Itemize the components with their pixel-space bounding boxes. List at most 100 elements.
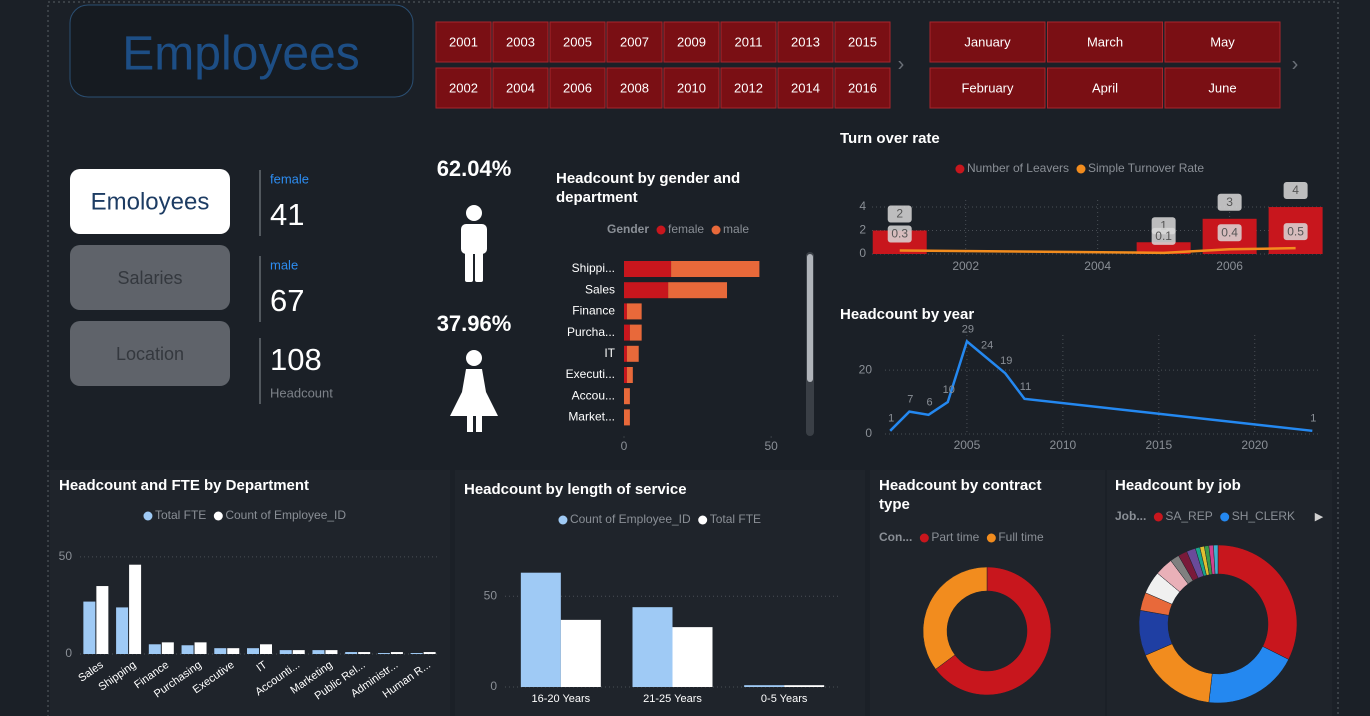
year-button[interactable] — [435, 21, 492, 63]
legend-marker — [698, 515, 708, 525]
legend-marker — [1220, 512, 1230, 522]
x-tick-label: 2002 — [952, 259, 979, 273]
kpi-value: 108 — [270, 342, 322, 377]
legend-label: male — [723, 222, 749, 236]
legend-label: Total FTE — [710, 512, 761, 526]
legend-label: Full time — [998, 530, 1044, 544]
year-button[interactable] — [435, 67, 492, 109]
legend-label: SA_REP — [1165, 509, 1212, 523]
legend-label: female — [668, 222, 704, 236]
month-label: January — [964, 34, 1011, 49]
year-button[interactable] — [663, 21, 720, 63]
month-button[interactable] — [929, 21, 1046, 63]
bar — [116, 607, 129, 654]
x-tick-label: 2004 — [1084, 259, 1111, 273]
bar — [83, 601, 96, 654]
chart-title: Headcount by year — [840, 306, 974, 323]
month-button[interactable] — [1164, 21, 1281, 63]
bar — [410, 653, 423, 654]
year-button[interactable] — [606, 21, 663, 63]
legend-label: Part time — [931, 530, 979, 544]
x-tick-label: 2006 — [1216, 259, 1243, 273]
legend-marker — [143, 511, 153, 521]
female-icon — [450, 350, 498, 432]
data-label-box — [1283, 182, 1308, 200]
next-arrow[interactable]: › — [898, 53, 905, 75]
x-tick-label: 2015 — [1145, 438, 1172, 452]
year-button[interactable] — [834, 21, 891, 63]
year-button[interactable] — [492, 21, 549, 63]
data-label: 3 — [1226, 195, 1233, 209]
month-label: February — [961, 80, 1014, 95]
bar — [292, 650, 305, 654]
year-button[interactable] — [777, 67, 834, 109]
year-button[interactable] — [549, 67, 606, 109]
legend-label: Simple Turnover Rate — [1088, 161, 1204, 175]
gender-share: 62.04% — [437, 156, 512, 181]
bar — [624, 261, 672, 277]
scrollbar-thumb[interactable] — [807, 254, 813, 382]
chart-title: Headcount by gender and department — [556, 170, 740, 206]
bar — [624, 345, 627, 362]
chart-title: Headcount and FTE by Department — [59, 477, 309, 494]
year-label: 2013 — [791, 34, 820, 49]
year-label: 2005 — [563, 34, 592, 49]
bar — [214, 648, 227, 654]
bar — [624, 282, 669, 299]
legend-marker — [919, 533, 929, 543]
nav-button[interactable] — [70, 169, 230, 234]
bar — [325, 650, 338, 654]
month-label: March — [1087, 34, 1123, 49]
nav-button[interactable] — [70, 245, 230, 310]
bar — [632, 607, 673, 687]
legend-marker — [656, 225, 666, 235]
y-tick-label: 50 — [484, 588, 498, 602]
nav-label: Location — [116, 344, 184, 364]
year-label: 2001 — [449, 34, 478, 49]
year-label: 2015 — [848, 34, 877, 49]
year-button[interactable] — [720, 67, 777, 109]
y-tick-label: Executi... — [566, 367, 615, 381]
y-tick-label: 50 — [59, 549, 73, 563]
month-button[interactable] — [1164, 67, 1281, 109]
x-tick-label: 2005 — [954, 438, 981, 452]
year-button[interactable] — [777, 21, 834, 63]
year-button[interactable] — [606, 67, 663, 109]
year-button[interactable] — [549, 21, 606, 63]
year-button[interactable] — [492, 67, 549, 109]
bar — [194, 642, 207, 654]
bar — [624, 303, 627, 320]
y-tick-label: Sales — [585, 282, 615, 296]
data-label-box — [1217, 193, 1242, 211]
page-title: Employees — [122, 28, 359, 81]
month-button[interactable] — [1047, 21, 1163, 63]
bar — [624, 367, 627, 383]
year-label: 2009 — [677, 34, 706, 49]
year-button[interactable] — [720, 21, 777, 63]
year-button[interactable] — [663, 67, 720, 109]
next-arrow[interactable]: › — [1292, 53, 1299, 75]
month-label: May — [1210, 34, 1235, 49]
bar — [148, 644, 161, 654]
nav-button[interactable] — [70, 321, 230, 386]
data-label: 11 — [1020, 381, 1031, 393]
y-tick-label: Accou... — [572, 388, 615, 402]
x-tick-label: 0 — [621, 439, 628, 453]
legend-marker — [1153, 512, 1163, 522]
legend-title: Gender — [607, 222, 649, 236]
y-tick-label: Market... — [568, 410, 615, 424]
legend-arrow[interactable]: ▶ — [1315, 511, 1324, 523]
bar — [784, 685, 825, 687]
month-button[interactable] — [929, 67, 1046, 109]
legend-marker — [1076, 164, 1086, 174]
y-tick-label: Purcha... — [567, 325, 615, 339]
data-label: 19 — [1000, 355, 1012, 367]
line — [899, 246, 1296, 255]
year-label: 2003 — [506, 34, 535, 49]
kpi-value: 41 — [270, 197, 304, 232]
year-button[interactable] — [834, 67, 891, 109]
month-button[interactable] — [1047, 67, 1163, 109]
data-label: 0.5 — [1287, 224, 1304, 238]
data-label-box — [887, 205, 912, 223]
